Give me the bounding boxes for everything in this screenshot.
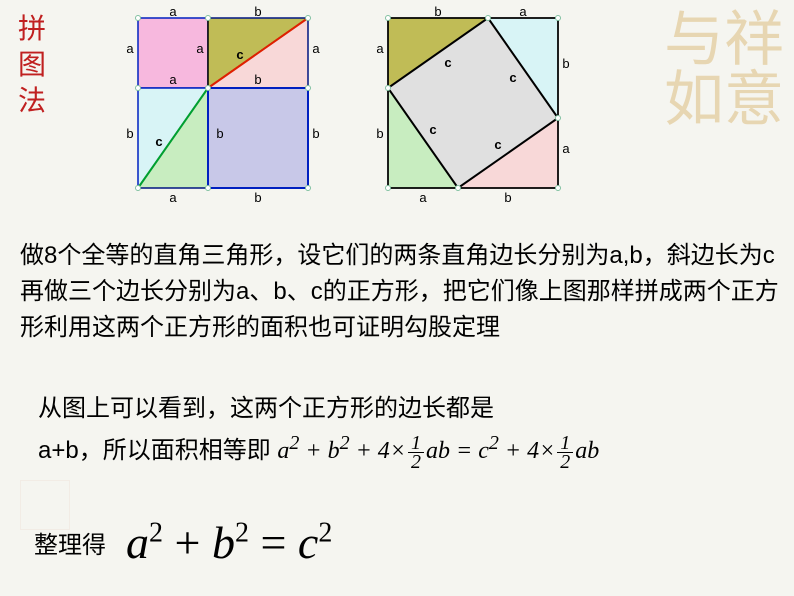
svg-text:a: a bbox=[126, 41, 134, 56]
geometry-figures: abaacaabbcbbabbaabbaabcccc bbox=[118, 4, 678, 233]
equation-1: a2 + b2 + 4×12ab = c2 + 4×12ab bbox=[277, 438, 599, 464]
svg-text:b: b bbox=[254, 72, 261, 87]
paragraph-2-line2: a+b，所以面积相等即 bbox=[38, 437, 271, 464]
svg-text:a: a bbox=[169, 190, 177, 205]
svg-text:b: b bbox=[434, 4, 441, 19]
svg-text:a: a bbox=[169, 72, 177, 87]
svg-text:b: b bbox=[376, 126, 383, 141]
svg-text:a: a bbox=[376, 41, 384, 56]
svg-text:c: c bbox=[444, 55, 451, 70]
svg-text:a: a bbox=[196, 41, 204, 56]
svg-text:b: b bbox=[254, 4, 261, 19]
svg-text:b: b bbox=[504, 190, 511, 205]
svg-text:a: a bbox=[519, 4, 527, 19]
svg-text:c: c bbox=[155, 134, 162, 149]
svg-text:a: a bbox=[419, 190, 427, 205]
svg-text:c: c bbox=[236, 47, 243, 62]
side-title: 拼图法 bbox=[18, 12, 48, 120]
svg-text:b: b bbox=[216, 126, 223, 141]
svg-text:c: c bbox=[509, 70, 516, 85]
conclusion-label: 整理得 bbox=[34, 525, 106, 560]
equation-2: a2 + b2 = c2 bbox=[126, 516, 332, 569]
svg-text:c: c bbox=[494, 137, 501, 152]
svg-text:a: a bbox=[562, 141, 570, 156]
svg-text:b: b bbox=[126, 126, 133, 141]
paragraph-1: 做8个全等的直角三角形，设它们的两条直角边长分别为a,b，斜边长为c再做三个边长… bbox=[20, 238, 780, 346]
svg-text:a: a bbox=[169, 4, 177, 19]
svg-text:a: a bbox=[312, 41, 320, 56]
svg-text:b: b bbox=[562, 56, 569, 71]
paragraph-2-line1: 从图上可以看到，这两个正方形的边长都是 bbox=[38, 395, 494, 422]
conclusion-line: 整理得 a2 + b2 = c2 bbox=[34, 516, 332, 569]
paragraph-2: 从图上可以看到，这两个正方形的边长都是 a+b，所以面积相等即 a2 + b2 … bbox=[38, 392, 778, 471]
svg-text:b: b bbox=[254, 190, 261, 205]
svg-text:c: c bbox=[429, 122, 436, 137]
svg-text:b: b bbox=[312, 126, 319, 141]
